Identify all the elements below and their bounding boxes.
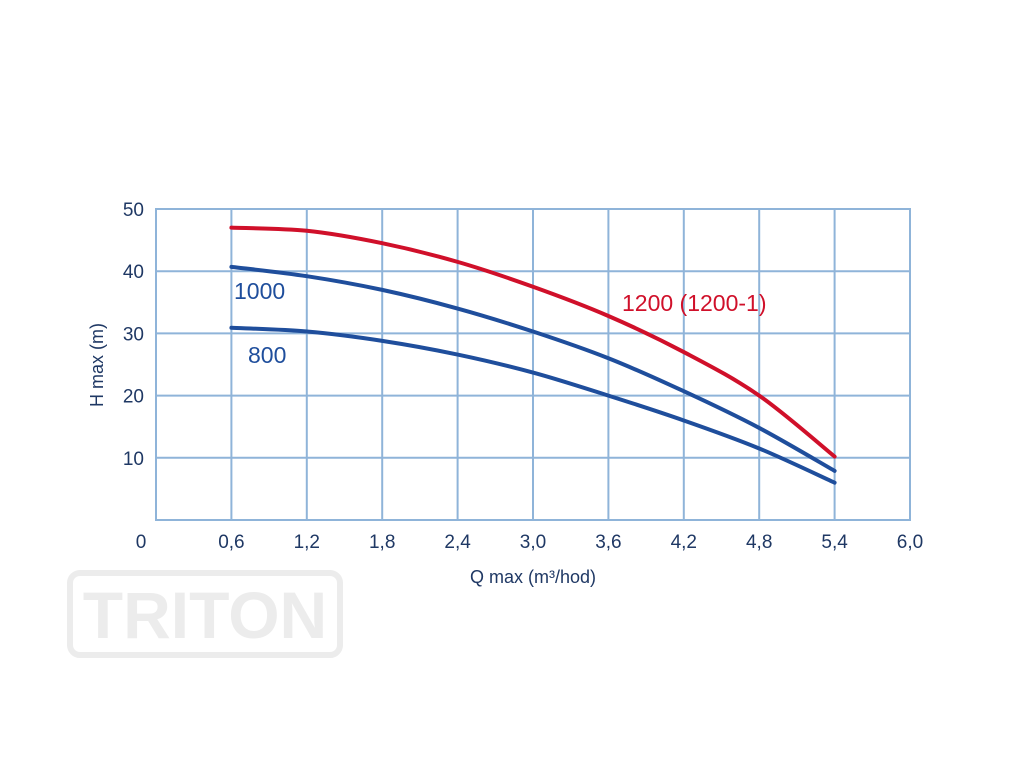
series-line-1200-1200-1 (229, 225, 837, 459)
series-labels: 1200 (1200-1) 1000 800 (234, 278, 767, 368)
y-tick-label-4: 50 (123, 200, 144, 221)
x-tick-label-4: 2,4 (444, 532, 471, 553)
x-tick-label-9: 5,4 (821, 532, 848, 553)
x-tick-label-10: 6,0 (897, 532, 923, 553)
series-line-1000 (229, 264, 837, 473)
triton-watermark-logo: TRITON (67, 570, 343, 658)
series-label-2: 800 (248, 342, 286, 368)
series-label-0: 1200 (1200-1) (622, 290, 767, 316)
x-tick-label-5: 3,0 (520, 532, 546, 553)
x-tick-label-7: 4,2 (671, 532, 697, 553)
y-tick-label-0: 10 (123, 449, 144, 470)
x-tick-label-0: 0 (136, 532, 147, 553)
x-tick-label-8: 4,8 (746, 532, 772, 553)
y-axis-label: H max (m) (87, 323, 107, 407)
series-label-1: 1000 (234, 278, 285, 304)
tick-labels: 0 0,6 1,2 1,8 2,4 3,0 3,6 4,2 4,8 5,4 6,0 10 20 30 40 5… (123, 200, 923, 553)
x-axis-label: Q max (m³/hod) (470, 567, 596, 587)
x-tick-label-6: 3,6 (595, 532, 621, 553)
y-tick-label-1: 20 (123, 387, 144, 408)
series-line-800 (229, 325, 837, 485)
x-tick-label-1: 0,6 (218, 532, 244, 553)
y-tick-label-2: 30 (123, 324, 144, 345)
x-tick-label-2: 1,2 (294, 532, 320, 553)
watermark-text: TRITON (83, 578, 327, 652)
series-lines (229, 225, 837, 485)
x-tick-label-3: 1,8 (369, 532, 395, 553)
y-tick-label-3: 40 (123, 262, 144, 283)
